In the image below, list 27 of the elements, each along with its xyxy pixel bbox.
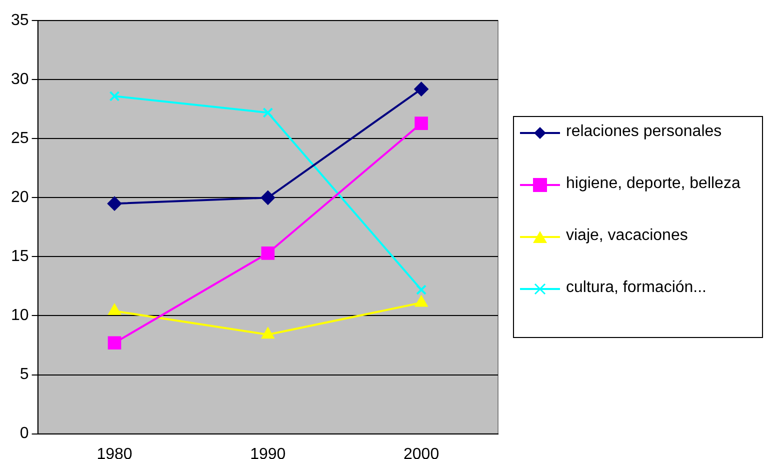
point [262, 328, 274, 339]
point [108, 304, 121, 316]
y-tick-label: 35 [11, 12, 29, 30]
point [108, 336, 122, 350]
point [109, 90, 120, 102]
legend-label: higiene, deporte, belleza [566, 175, 740, 193]
x-tick-label: 2000 [404, 446, 440, 459]
y-tick-label: 30 [11, 71, 29, 88]
point [262, 107, 274, 118]
y-tick-label: 10 [11, 307, 29, 324]
y-tick-label: 25 [11, 130, 29, 148]
x-tick-label: 1990 [250, 446, 286, 459]
legend-label: cultura, formación... [566, 279, 706, 297]
y-tick-label: 5 [20, 366, 29, 384]
legend-label: viaje, vacaciones [566, 227, 688, 245]
y-tick-label: 15 [11, 248, 29, 266]
y-tick-label: 0 [20, 425, 29, 442]
y-tick-label: 20 [11, 189, 29, 206]
point [415, 296, 428, 307]
x-tick-label: 1980 [96, 446, 132, 459]
point [260, 190, 275, 205]
legend-label: relaciones personales [566, 123, 722, 141]
point [261, 246, 275, 260]
point [414, 82, 428, 96]
point [414, 116, 428, 130]
point [108, 196, 122, 211]
point [416, 284, 427, 296]
